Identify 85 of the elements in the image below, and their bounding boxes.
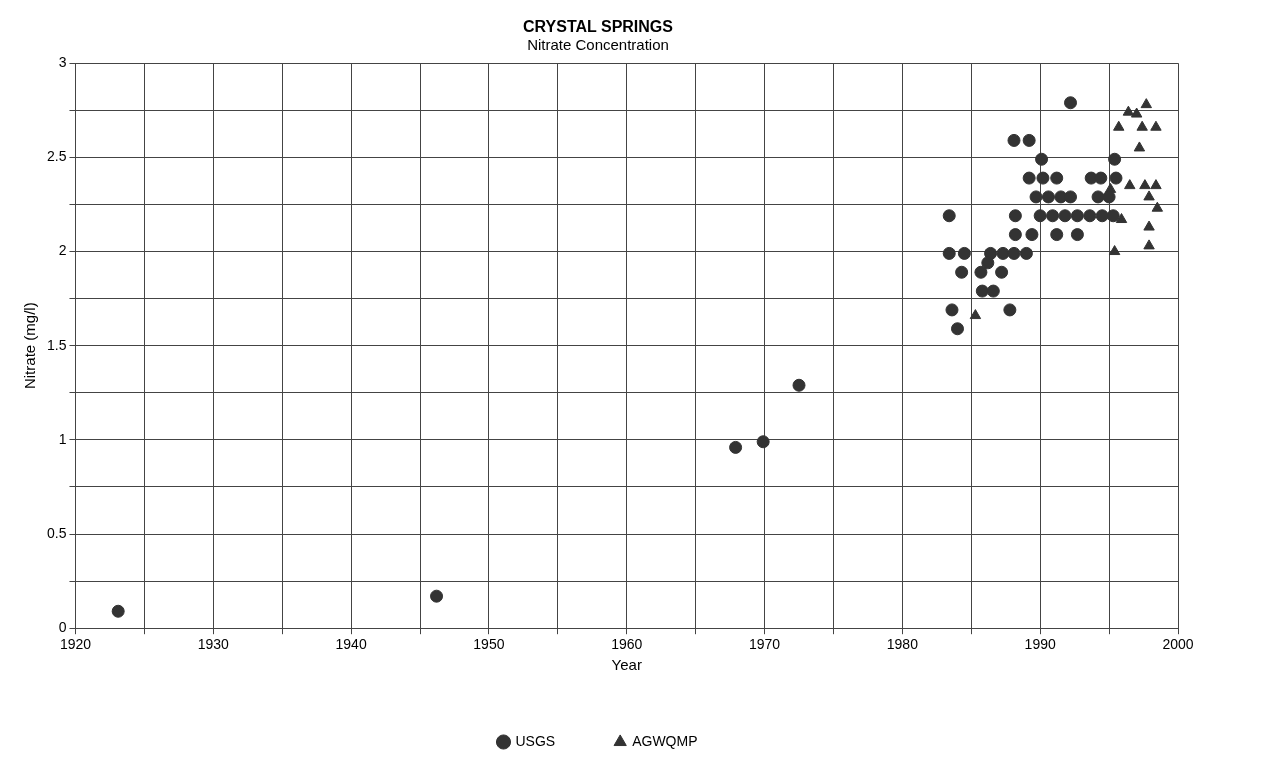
point <box>1108 245 1121 256</box>
point <box>1094 171 1108 185</box>
point <box>975 284 989 298</box>
point <box>1140 98 1152 109</box>
point <box>1007 133 1021 147</box>
point <box>1022 133 1036 147</box>
point <box>1041 190 1055 204</box>
point <box>1035 152 1049 166</box>
point <box>729 440 743 454</box>
x-tick-label: 1980 <box>886 636 919 653</box>
point <box>1143 190 1155 201</box>
point <box>981 256 995 270</box>
x-tick-label: 1940 <box>335 636 367 653</box>
x-tick-label: 1960 <box>611 636 643 653</box>
point <box>1007 246 1021 260</box>
point <box>942 246 956 260</box>
point <box>1058 209 1072 223</box>
chart-subtitle: Nitrate Concentration <box>527 36 669 54</box>
point <box>1115 213 1128 224</box>
point <box>1019 246 1033 260</box>
point <box>955 265 969 279</box>
point <box>1133 141 1146 152</box>
point <box>1139 179 1151 190</box>
point <box>995 265 1009 279</box>
point <box>1095 209 1109 223</box>
point <box>430 589 444 603</box>
point <box>1070 228 1084 242</box>
point <box>792 378 806 392</box>
x-tick-label: 1970 <box>748 636 781 653</box>
point <box>957 246 971 260</box>
point <box>1150 120 1162 131</box>
point <box>986 284 1000 298</box>
x-tick-label: 1950 <box>473 636 505 653</box>
point <box>1025 228 1039 242</box>
point <box>1064 190 1077 204</box>
point <box>1109 171 1123 185</box>
point <box>1083 209 1097 223</box>
x-axis-title: Year <box>611 656 642 674</box>
point <box>996 246 1010 260</box>
point <box>1036 171 1050 185</box>
point <box>1008 228 1022 242</box>
point <box>1029 190 1043 204</box>
point <box>1151 201 1164 212</box>
point <box>1108 152 1122 166</box>
point <box>1091 190 1105 204</box>
point <box>1113 120 1125 131</box>
point <box>1106 209 1120 223</box>
point <box>1046 209 1060 223</box>
y-tick-label: 3 <box>58 54 67 71</box>
y-tick-label: 1 <box>58 430 67 447</box>
point <box>1033 209 1047 223</box>
point <box>1003 303 1017 317</box>
point <box>111 604 125 618</box>
y-axis-title: Nitrate (mg/l) <box>21 302 39 390</box>
x-tick-label: 2000 <box>1162 636 1194 653</box>
point <box>1050 171 1064 185</box>
point <box>1102 190 1116 204</box>
point <box>1064 96 1077 110</box>
point <box>756 435 770 449</box>
y-tick-label: 0.5 <box>46 524 67 541</box>
point <box>1008 209 1022 223</box>
point <box>1050 228 1064 242</box>
point <box>1136 120 1148 131</box>
point <box>974 265 988 279</box>
x-tick-label: 1930 <box>197 636 230 653</box>
y-tick-label: 1.5 <box>46 336 67 353</box>
point <box>1070 209 1084 223</box>
point <box>942 209 956 223</box>
point <box>1130 107 1143 118</box>
point <box>1124 179 1136 190</box>
legend-label: USGS <box>515 732 556 749</box>
point <box>969 309 982 320</box>
point <box>1022 171 1036 185</box>
x-tick-label: 1920 <box>59 636 92 653</box>
y-tick-label: 2 <box>58 242 67 259</box>
y-tick-label: 2.5 <box>46 148 67 165</box>
legend-label: AGWQMP <box>632 732 698 749</box>
point <box>1150 179 1162 190</box>
y-tick-label: 0 <box>58 619 67 636</box>
point <box>1143 220 1155 231</box>
chart-title: CRYSTAL SPRINGS <box>523 18 674 36</box>
point <box>945 303 959 317</box>
point <box>1143 239 1155 250</box>
point <box>950 322 964 336</box>
x-tick-label: 1990 <box>1024 636 1056 653</box>
